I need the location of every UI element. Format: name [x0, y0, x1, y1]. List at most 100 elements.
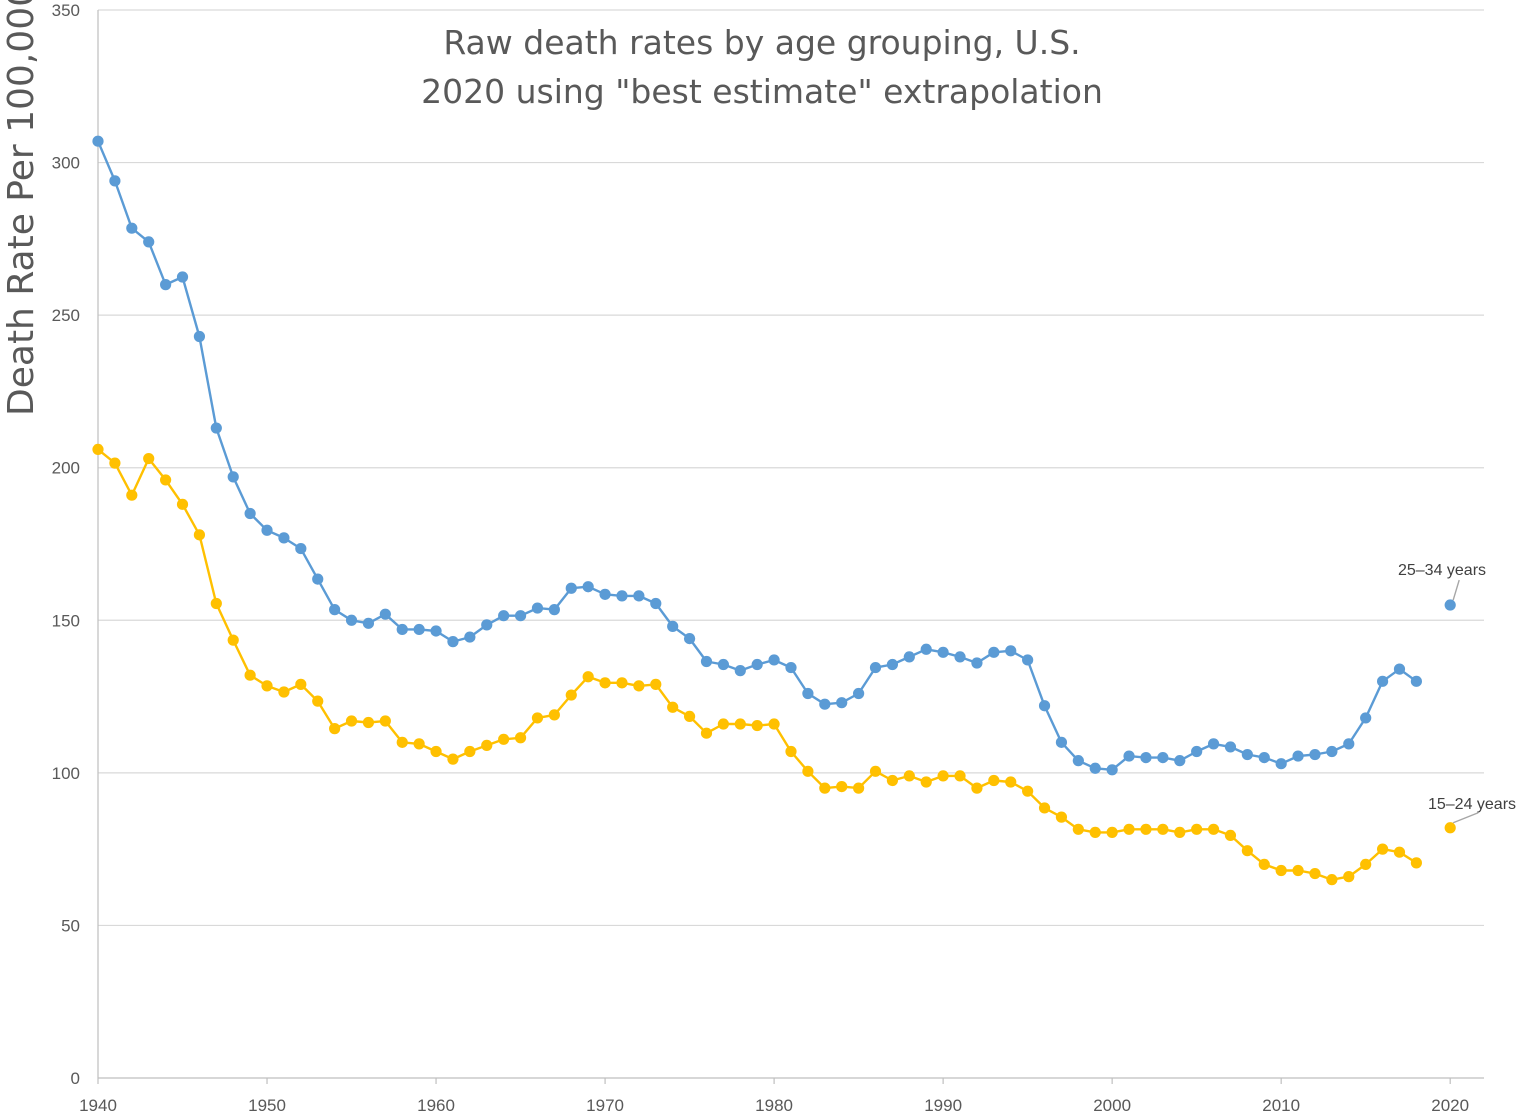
series-0-point-1975: [683, 632, 696, 645]
series-1-point-1972: [633, 680, 645, 692]
series-1-annotation-label: 15–24 years: [1428, 796, 1516, 813]
x-tick-2020: 2020: [1431, 1096, 1469, 1115]
series-1-point-1990: [937, 770, 949, 782]
series-0-point-2008: [1241, 748, 1253, 761]
series-1-extrapolated-point: [1444, 822, 1456, 834]
series-1-point-1968: [565, 689, 577, 701]
series-0-point-1979: [751, 658, 763, 671]
series-0-point-1969: [582, 581, 594, 593]
x-tick-1970: 1970: [586, 1096, 624, 1115]
series-0-point-1986: [869, 661, 882, 674]
series-0-point-1942: [126, 222, 138, 234]
x-tick-1980: 1980: [755, 1096, 793, 1115]
y-tick-200: 200: [52, 459, 80, 478]
y-tick-50: 50: [61, 916, 80, 935]
series-0-point-1993: [988, 646, 1000, 658]
series-0-point-1978: [734, 665, 746, 677]
series-0-point-1983: [819, 698, 831, 710]
series-0-point-1946: [193, 330, 206, 343]
series-0-point-1984: [836, 697, 848, 709]
series-0-point-2010: [1275, 758, 1287, 770]
series-0-point-1961: [447, 636, 459, 648]
series-1-point-1942: [126, 489, 138, 501]
series-1-point-2000: [1106, 826, 1118, 838]
series-1-point-1959: [413, 738, 425, 750]
series-0-point-1958: [396, 623, 408, 636]
series-1-point-1988: [903, 770, 915, 782]
series-1-point-2004: [1174, 826, 1186, 838]
axes: [97, 10, 1484, 1079]
series-0-point-1951: [278, 532, 290, 544]
series-0-point-1962: [464, 631, 476, 643]
series-1-point-1960: [430, 745, 442, 758]
series-1-point-1961: [447, 753, 459, 765]
series-0-point-1994: [1005, 645, 1017, 657]
series-0-point-2004: [1174, 755, 1186, 767]
chart-title-line-2: 2020 using "best estimate" extrapolation: [421, 72, 1103, 111]
series-0-point-2014: [1343, 738, 1355, 750]
series-0-point-2000: [1106, 764, 1118, 776]
series-0-point-1959: [413, 623, 425, 636]
series-1-point-2008: [1241, 845, 1253, 857]
series-0-point-1976: [700, 655, 713, 668]
series-0-point-2003: [1157, 752, 1169, 764]
series-0-point-1968: [565, 582, 577, 594]
series-1-point-2016: [1376, 843, 1389, 855]
series-1-point-2012: [1309, 867, 1321, 880]
series-0-annotation-label: 25–34 years: [1398, 562, 1486, 579]
series-0-point-1974: [667, 620, 679, 632]
series-1-point-1974: [667, 701, 679, 713]
series-1-point-2011: [1292, 864, 1304, 877]
series-1-point-1944: [160, 474, 172, 486]
series-0-point-2007: [1224, 741, 1237, 753]
series-1-point-1971: [616, 677, 628, 689]
series-1-point-1994: [1005, 776, 1017, 788]
series-0-point-1971: [616, 590, 628, 602]
series-0-point-1999: [1089, 762, 1101, 774]
series-1-point-2014: [1343, 871, 1355, 883]
y-tick-350: 350: [52, 1, 80, 20]
series-1-point-2002: [1140, 823, 1152, 835]
series-1-point-1950: [261, 680, 273, 692]
series-1-point-2003: [1157, 823, 1169, 835]
series-0-point-1948: [227, 471, 239, 483]
series-0-point-2006: [1207, 738, 1220, 750]
series-0-point-1944: [160, 279, 172, 291]
series-0-point-1964: [498, 610, 510, 622]
series-1-point-1965: [514, 732, 527, 744]
y-tick-labels: 0 50 100 150 200 250 300 350: [52, 1, 80, 1088]
series-1-point-1981: [785, 745, 797, 758]
series-1-point-1941: [109, 457, 121, 469]
series-1-point-1977: [717, 718, 729, 730]
series-1-point-1985: [853, 782, 865, 794]
series-0-point-1950: [261, 524, 273, 536]
series-1-point-1953: [312, 695, 324, 707]
series-1-point-1952: [295, 678, 307, 690]
series-0-point-2013: [1326, 745, 1338, 758]
series-0-point-1972: [633, 590, 645, 602]
series-0-annotation-leader: [1452, 579, 1460, 601]
series-0-point-1988: [903, 651, 915, 663]
x-tick-1960: 1960: [417, 1096, 455, 1115]
series-1-point-1943: [143, 452, 155, 465]
series-0-point-1987: [886, 658, 899, 671]
series-0-point-2002: [1140, 752, 1152, 764]
series-1-point-1998: [1072, 823, 1084, 835]
series-0-point-1998: [1072, 755, 1084, 767]
series-0-point-2005: [1191, 745, 1203, 758]
series-0-point-1991: [954, 651, 966, 663]
series-0-point-1949: [244, 507, 256, 520]
series-0-point-2001: [1123, 750, 1135, 762]
series-0-point-1963: [481, 619, 493, 631]
series-1-point-2001: [1123, 823, 1135, 835]
series-1-point-1979: [751, 719, 763, 732]
series-0-point-1973: [650, 597, 662, 610]
series-1-point-1999: [1089, 826, 1101, 838]
series-1-point-1956: [362, 716, 375, 729]
series-0-point-1960: [430, 625, 442, 637]
series-1-point-2010: [1275, 864, 1287, 877]
series-1-point-1963: [481, 739, 493, 751]
y-tick-250: 250: [52, 306, 80, 325]
series-1-point-2007: [1224, 829, 1237, 842]
